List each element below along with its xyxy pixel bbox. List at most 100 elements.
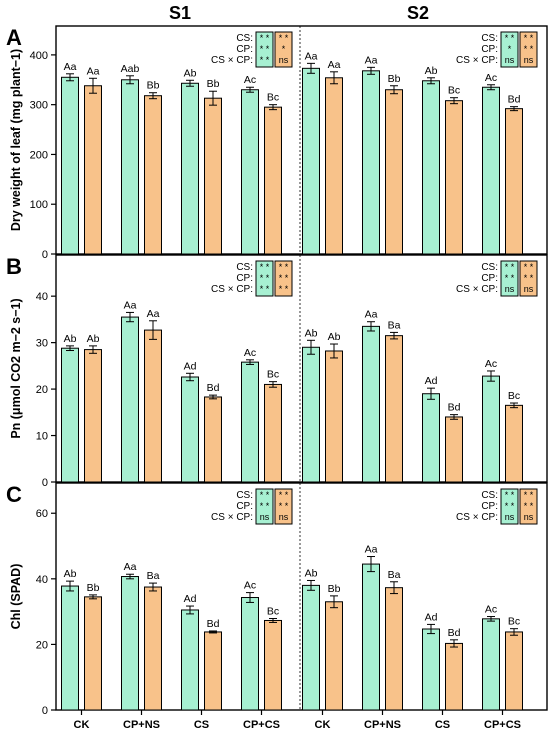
significance-box-2 (274, 260, 293, 297)
significance-value: * * (260, 44, 270, 54)
bar-s2-1 (302, 346, 320, 483)
bar-s1-2 (84, 349, 102, 483)
data-label: Aa (124, 561, 137, 573)
panel-label: B (6, 254, 22, 279)
bar-s2-1 (482, 375, 500, 483)
significance-box-2 (274, 31, 293, 68)
x-tick-label: CK (315, 719, 331, 731)
bar-s1-1 (181, 376, 199, 483)
significance-value: * * (279, 33, 289, 43)
panel-label: A (6, 25, 22, 50)
bar-s1-2 (264, 106, 282, 255)
y-axis-label: Pn (μmol CO2 m−2 s−1) (9, 298, 23, 438)
bar-s1-2 (144, 586, 162, 711)
bar-s2-2 (325, 350, 343, 483)
y-tick-label: 0 (42, 477, 48, 489)
significance-box-1 (255, 488, 274, 525)
data-label: Bd (448, 627, 461, 639)
significance-value: * * (505, 262, 515, 272)
x-tick-label: CP+CS (484, 719, 521, 731)
y-tick-label: 10 (36, 431, 48, 443)
significance-value: * * (505, 273, 515, 283)
significance-value: ns (505, 284, 515, 294)
y-tick-label: 100 (30, 199, 48, 211)
y-tick-label: 300 (30, 100, 48, 112)
significance-value: ns (279, 55, 289, 65)
significance-row-label: CS × CP: (211, 284, 253, 295)
significance-row-label: CS × CP: (456, 55, 498, 66)
bar-s1-1 (181, 82, 199, 255)
significance-row-label: CP: (236, 501, 253, 512)
bar-s2-1 (362, 70, 380, 255)
data-label: Bc (508, 390, 520, 402)
data-label: Ab (305, 567, 318, 579)
significance-value: * * (260, 501, 270, 511)
significance-value: * * (279, 490, 289, 500)
bar-s1-1 (121, 79, 139, 255)
significance-value: ns (524, 55, 534, 65)
bar-s1-1 (61, 347, 79, 483)
significance-row-label: CP: (236, 273, 253, 284)
x-tick-label: CP+NS (123, 719, 160, 731)
significance-box-2 (519, 488, 538, 525)
significance-value: * * (524, 262, 534, 272)
x-tick-label: CP+NS (364, 719, 401, 731)
data-label: Ba (147, 570, 160, 582)
significance-row-label: CP: (236, 44, 253, 55)
data-label: Ab (64, 333, 77, 345)
y-tick-label: 60 (36, 508, 48, 520)
data-label: Aa (64, 61, 77, 73)
data-label: Bc (267, 369, 279, 381)
significance-value: * * (260, 284, 270, 294)
bar-s1-2 (204, 97, 222, 255)
bar-s1-2 (84, 596, 102, 711)
bar-s2-2 (445, 416, 463, 483)
significance-box-1 (255, 260, 274, 297)
y-tick-label: 20 (36, 384, 48, 396)
data-label: Ac (485, 358, 497, 370)
significance-value: * * (505, 501, 515, 511)
significance-value: * * (260, 33, 270, 43)
significance-row-label: CS × CP: (211, 512, 253, 523)
data-label: Ba (388, 319, 401, 331)
significance-value: * * (260, 490, 270, 500)
bar-s2-1 (302, 67, 320, 255)
panel-label: C (6, 482, 22, 507)
data-label: Bc (508, 616, 520, 628)
data-label: Ab (328, 331, 341, 343)
bar-s1-2 (144, 95, 162, 255)
data-label: Bc (448, 85, 460, 97)
data-label: Ad (184, 593, 197, 605)
bar-s2-2 (385, 587, 403, 711)
data-label: Bd (448, 402, 461, 414)
bar-s1-1 (181, 609, 199, 711)
significance-value: ns (505, 512, 515, 522)
data-label: Bc (267, 92, 279, 104)
significance-box-1 (255, 31, 274, 68)
bar-s2-2 (325, 77, 343, 255)
data-label: Ac (485, 72, 497, 84)
bar-s2-1 (422, 80, 440, 255)
bar-s2-2 (445, 100, 463, 255)
data-label: Bb (87, 582, 100, 594)
significance-row-label: CS × CP: (456, 284, 498, 295)
significance-value: * * (260, 262, 270, 272)
panel-frame (55, 25, 548, 255)
data-label: Ab (305, 327, 318, 339)
data-label: Bb (207, 78, 220, 90)
y-tick-label: 40 (36, 574, 48, 586)
significance-value: * * (279, 284, 289, 294)
y-tick-label: 200 (30, 149, 48, 161)
significance-value: * (282, 44, 286, 54)
x-tick-label: CS (194, 719, 209, 731)
bar-s2-2 (505, 108, 523, 255)
data-label: Ad (425, 375, 438, 387)
significance-row-label: CP: (481, 273, 498, 284)
data-label: Bb (388, 73, 401, 85)
x-tick-label: CK (74, 719, 90, 731)
bar-s1-1 (61, 76, 79, 255)
bar-s2-2 (505, 631, 523, 711)
significance-box-1 (500, 31, 519, 68)
bar-s2-1 (422, 393, 440, 483)
